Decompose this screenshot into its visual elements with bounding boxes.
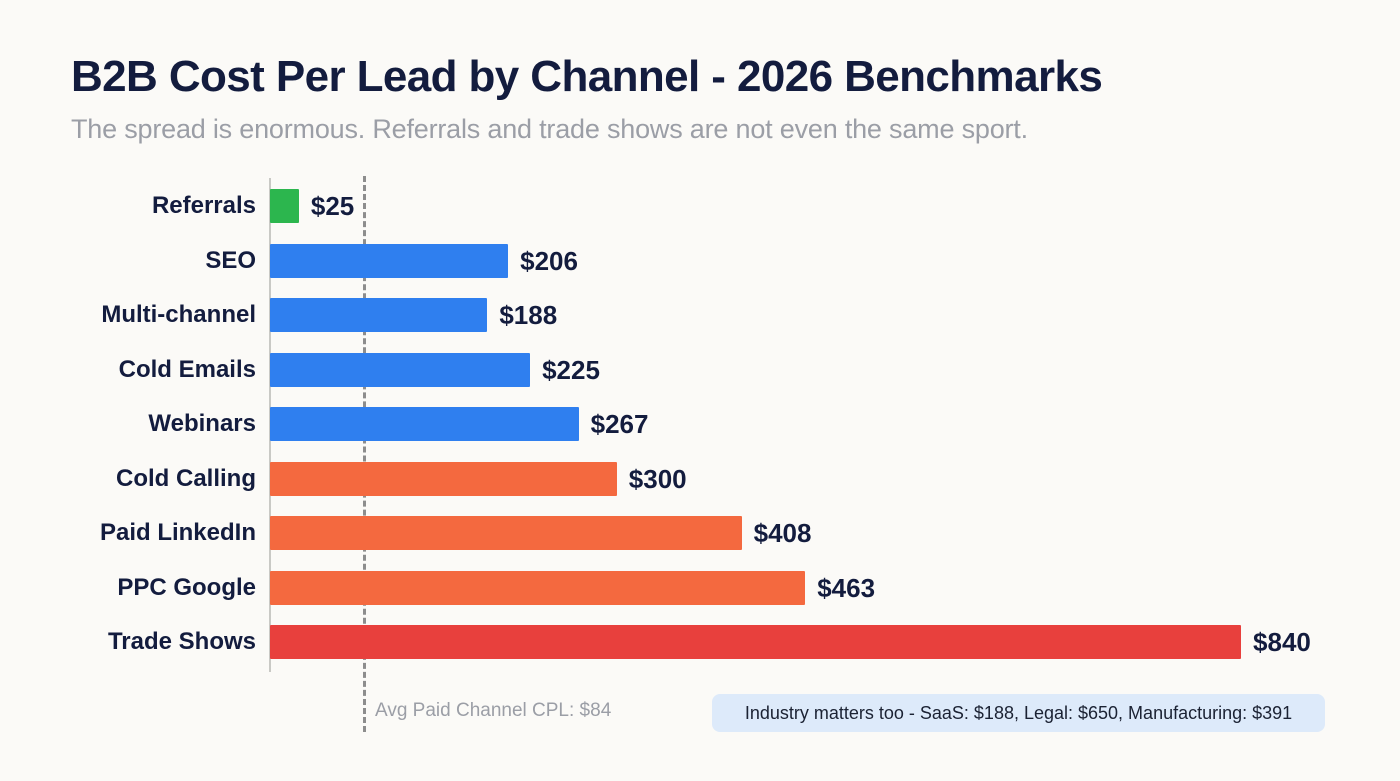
bar-cold-emails[interactable] <box>270 352 531 387</box>
bar-trade-shows[interactable] <box>270 625 1242 659</box>
value-label-cold-emails: $225 <box>542 354 600 385</box>
bar-webinars[interactable] <box>270 407 579 441</box>
category-label-webinars: Webinars <box>148 410 256 437</box>
value-label-paid-linkedin: $408 <box>753 518 812 548</box>
bar-row: PPC Google $463 <box>0 561 1400 615</box>
bar-row: Cold Calling $300 <box>0 452 1400 506</box>
value-label-cold-calling: $300 <box>628 463 687 494</box>
page-subtitle: The spread is enormous. Referrals and tr… <box>71 114 1028 144</box>
bar-ppc-google[interactable] <box>270 570 806 605</box>
category-label-ppc-google: PPC Google <box>117 573 256 601</box>
bar-row: Paid LinkedIn $408 <box>0 506 1400 560</box>
value-label-trade-shows: $840 <box>1253 627 1311 657</box>
category-label-seo: SEO <box>205 246 256 274</box>
industry-callout-text: Industry matters too - SaaS: $188, Legal… <box>744 703 1293 723</box>
industry-callout-box: Industry matters too - SaaS: $188, Legal… <box>712 694 1325 732</box>
bar-seo[interactable] <box>270 243 509 278</box>
category-label-referrals: Referrals <box>151 192 256 219</box>
category-label-trade-shows: Trade Shows <box>107 628 256 655</box>
value-label-seo: $206 <box>520 245 578 276</box>
bar-row: Referrals $25 <box>0 179 1400 233</box>
bar-multi-channel[interactable] <box>270 298 488 332</box>
category-label-cold-calling: Cold Calling <box>116 464 256 492</box>
bar-cold-calling[interactable] <box>270 461 617 496</box>
value-label-referrals: $25 <box>310 191 355 221</box>
bar-row: Cold Emails $225 <box>0 343 1400 397</box>
average-reference-line <box>363 176 366 732</box>
value-label-webinars: $267 <box>590 409 649 439</box>
category-label-cold-emails: Cold Emails <box>118 355 256 383</box>
category-label-paid-linkedin: Paid LinkedIn <box>99 519 256 546</box>
average-line-label: Avg Paid Channel CPL: $84 <box>375 700 612 721</box>
bar-row: SEO $206 <box>0 234 1400 288</box>
value-label-multi-channel: $188 <box>499 300 558 330</box>
bar-paid-linkedin[interactable] <box>270 516 742 550</box>
bar-row: Trade Shows $840 <box>0 615 1400 669</box>
bar-referrals[interactable] <box>270 189 299 223</box>
page-title: B2B Cost Per Lead by Channel - 2026 Benc… <box>71 52 1103 101</box>
category-label-multi-channel: Multi-channel <box>101 301 256 328</box>
bar-row: Multi-channel $188 <box>0 288 1400 342</box>
value-label-ppc-google: $463 <box>817 572 876 603</box>
bar-row: Webinars $267 <box>0 397 1400 451</box>
